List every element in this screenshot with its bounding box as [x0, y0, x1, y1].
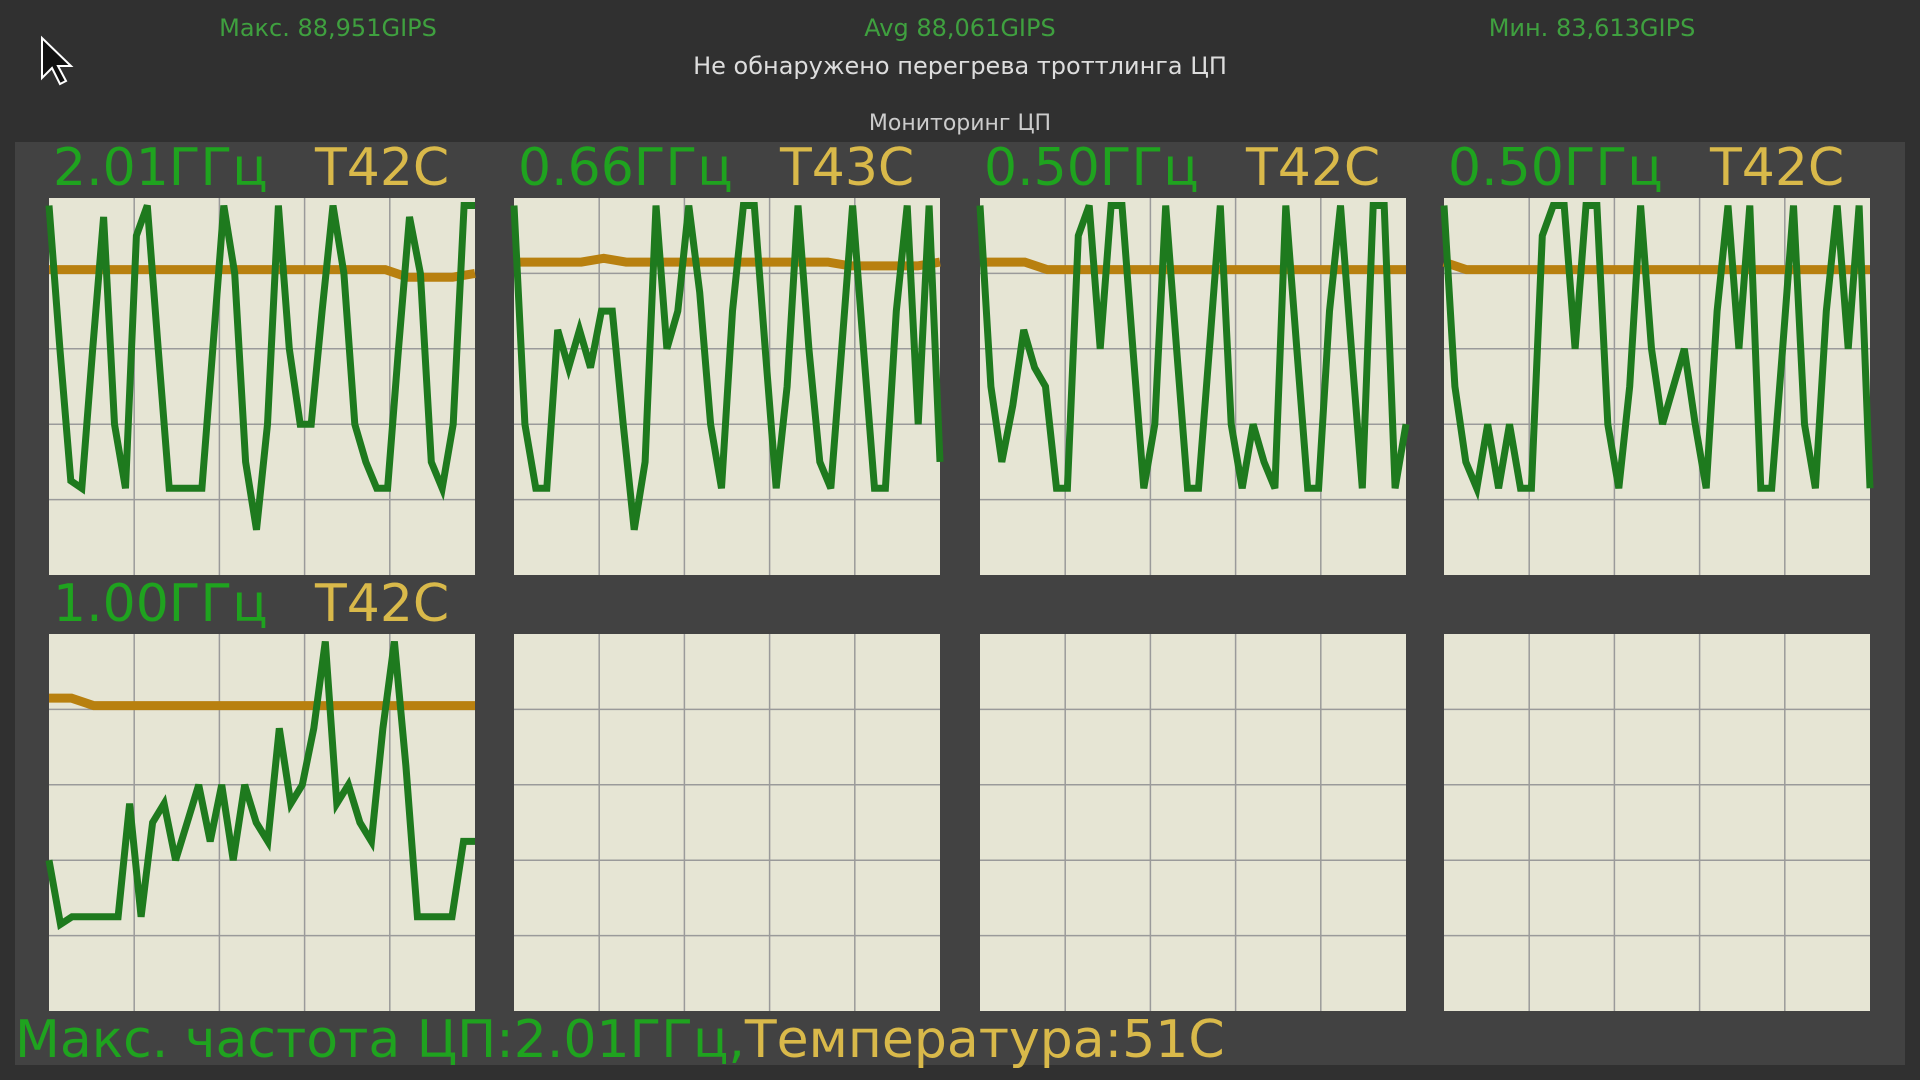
core-frequency: 2.01ГГц — [53, 138, 268, 198]
frequency-line — [1440, 202, 1874, 501]
monitor-title: Мониторинг ЦП — [869, 111, 1051, 136]
stat-max: Макс. 88,951GIPS — [219, 14, 437, 42]
temperature-line — [514, 253, 941, 271]
core-temperature: T42C — [1245, 138, 1380, 198]
core-frequency: 0.50ГГц — [1448, 138, 1663, 198]
footer-freq: Макс. частота ЦП:2.01ГГц, — [15, 1010, 745, 1070]
frequency-line — [510, 202, 944, 531]
cursor — [41, 35, 74, 86]
graph-panel — [514, 634, 940, 1011]
footer: Макс. частота ЦП:2.01ГГц,Температура:51C — [15, 1010, 1225, 1070]
core-temperature: T43C — [779, 138, 914, 198]
frequency-line — [976, 202, 1410, 492]
core-temperature: T42C — [1709, 138, 1844, 198]
core-frequency: 0.66ГГц — [518, 138, 733, 198]
stat-avg: Avg 88,061GIPS — [864, 14, 1055, 42]
stat-min: Мин. 83,613GIPS — [1489, 14, 1696, 42]
status: Не обнаружено перегрева троттлинга ЦП — [693, 52, 1227, 80]
frequency-line — [45, 202, 475, 531]
graph-panel — [49, 634, 475, 1011]
core-temperature: T42C — [314, 138, 449, 198]
temperature-line — [49, 693, 475, 711]
core-temperature: T42C — [314, 574, 449, 634]
footer-temp: Температура:51C — [744, 1010, 1225, 1070]
graph-panel — [980, 634, 1406, 1011]
core-frequency: 0.50ГГц — [984, 138, 1199, 198]
graph-panel — [1444, 634, 1870, 1011]
frequency-line — [45, 641, 475, 931]
core-frequency: 1.00ГГц — [53, 574, 268, 634]
